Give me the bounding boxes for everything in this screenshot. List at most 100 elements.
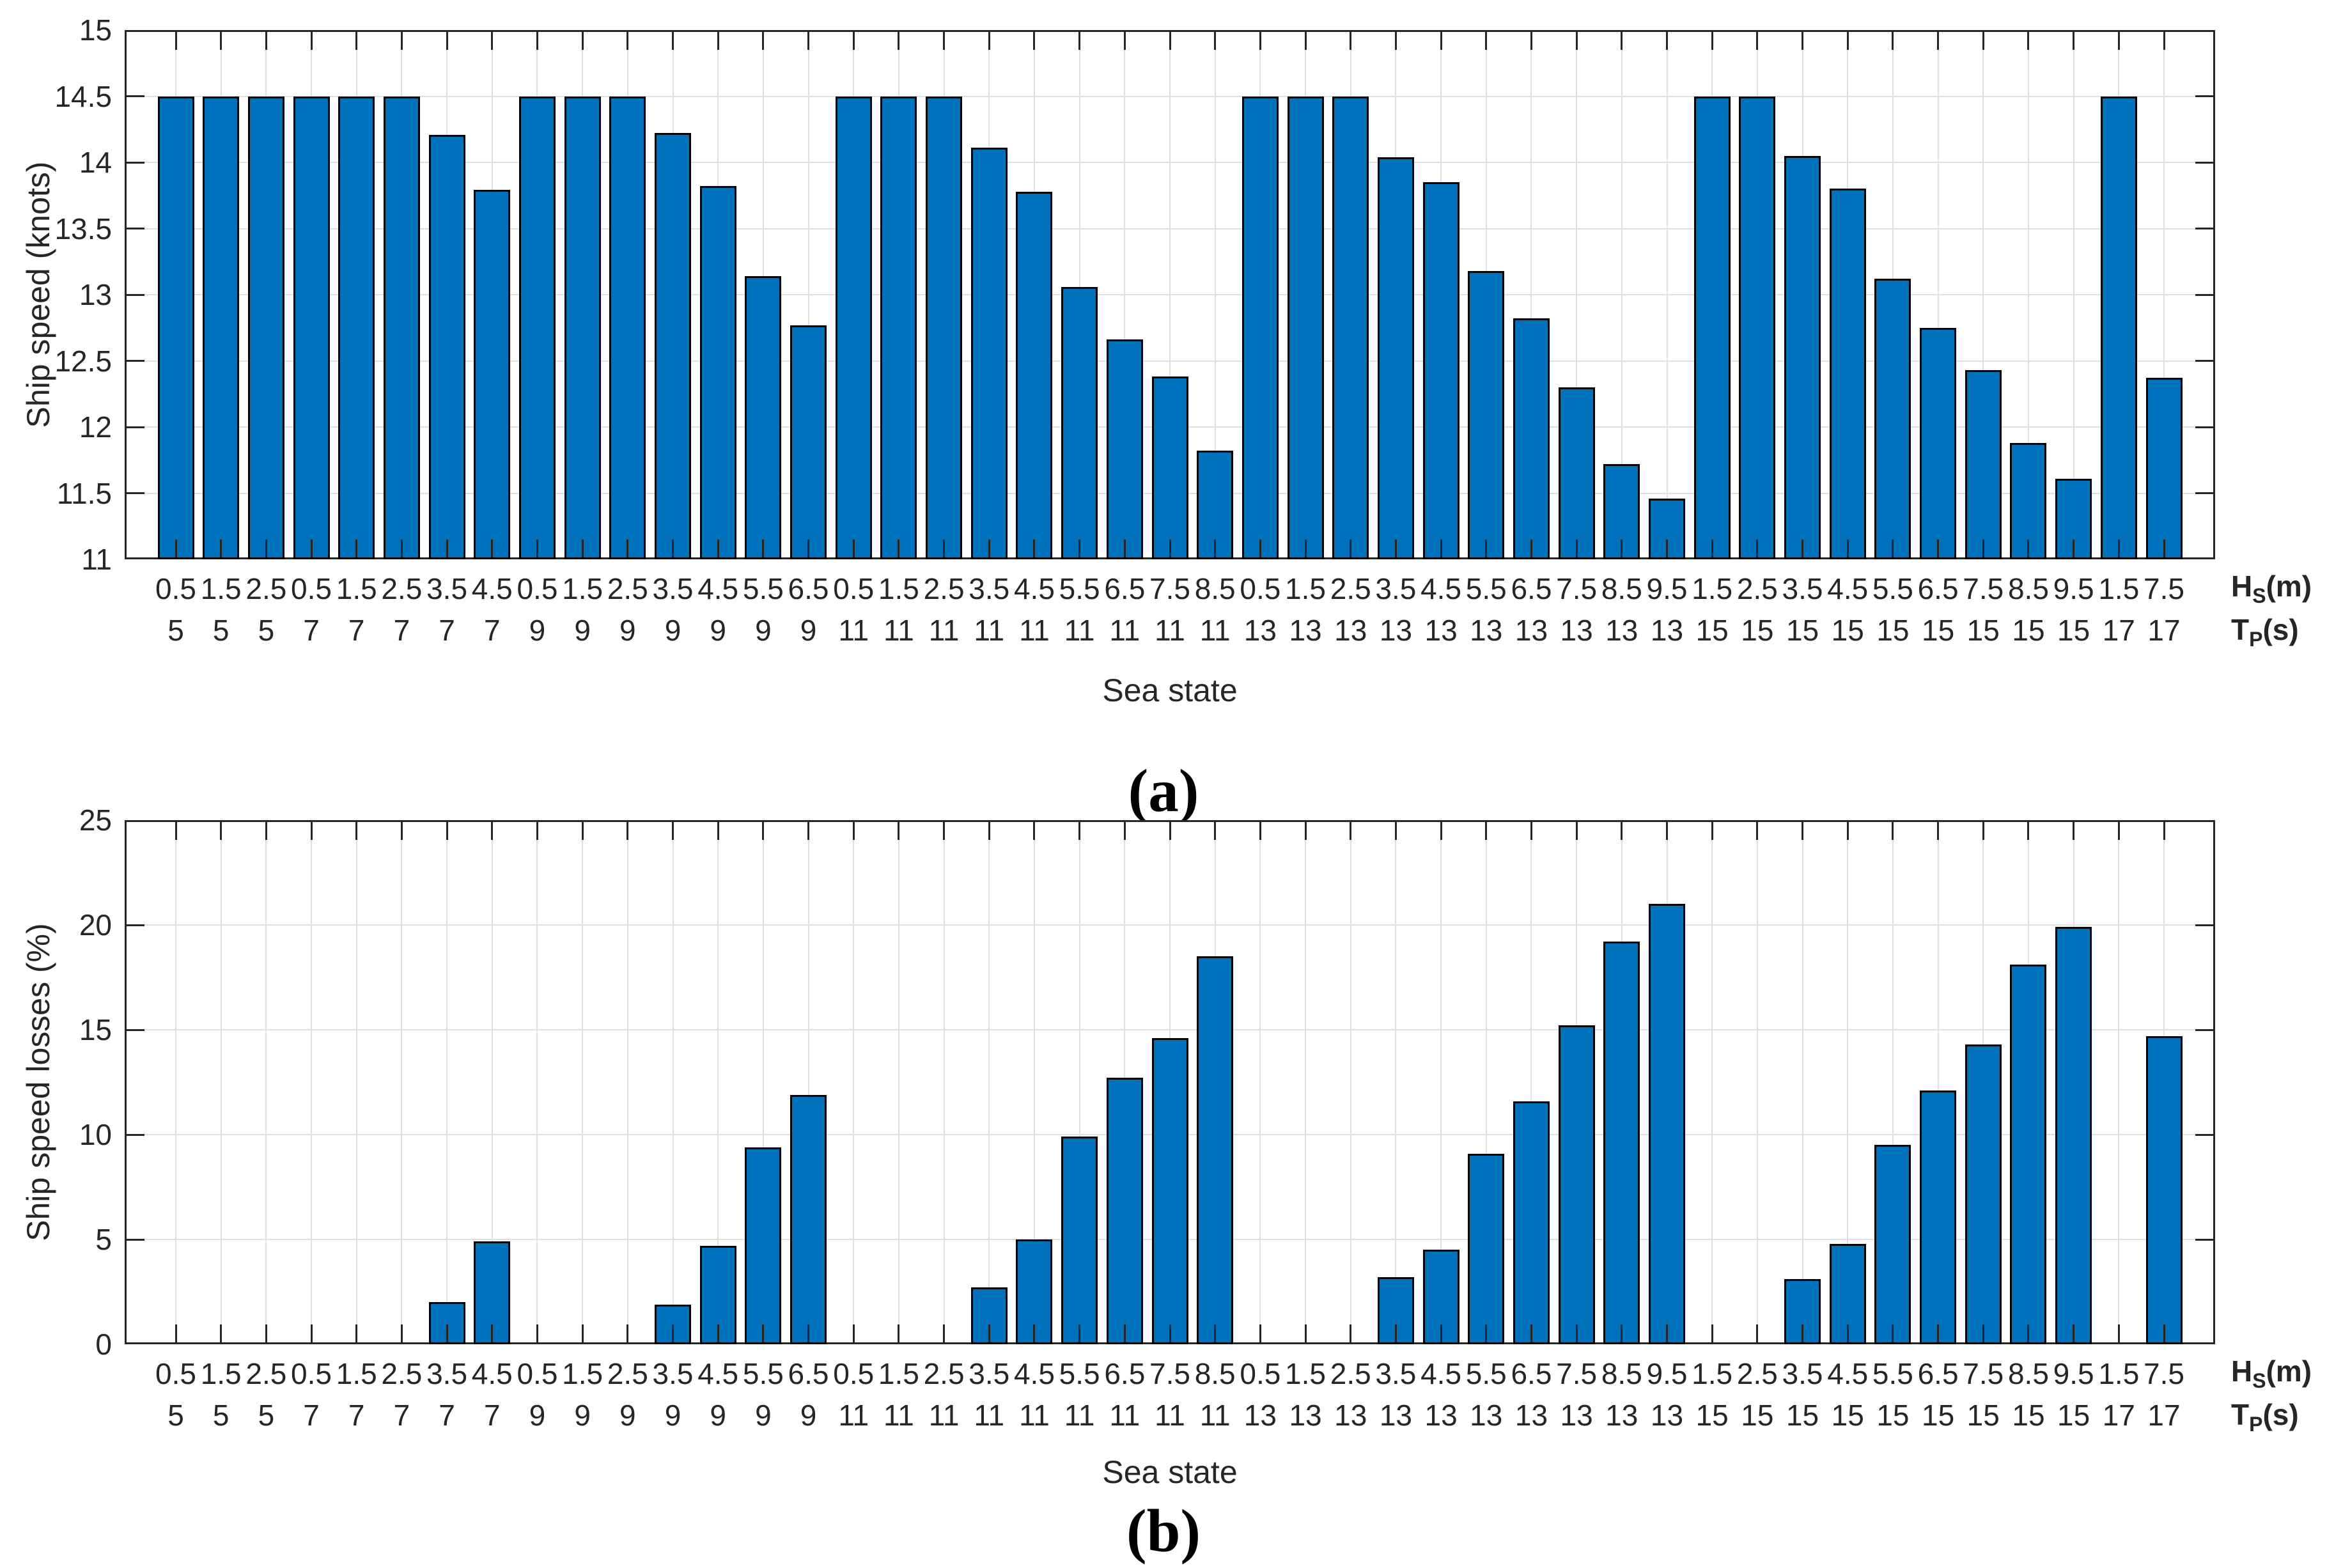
x-tick-top xyxy=(1350,32,1352,50)
x-tick-bottom xyxy=(626,1324,629,1342)
x-tick-top xyxy=(310,822,313,840)
tp-tick-label: 15 xyxy=(1966,1399,2000,1432)
x-tick-bottom xyxy=(1259,1324,1261,1342)
x-tick-top xyxy=(1982,32,1984,50)
x-tick-top xyxy=(943,32,946,50)
x-gridline xyxy=(1169,32,1171,557)
tp-tick-label: 9 xyxy=(710,614,726,647)
x-tick-top xyxy=(2163,32,2165,50)
hs-sub: S xyxy=(2252,584,2266,608)
x-gridline xyxy=(1621,32,1623,557)
x-gridline xyxy=(1711,822,1713,1342)
tp-tick-label: 17 xyxy=(2147,1399,2181,1432)
y-tick-label: 11.5 xyxy=(56,476,112,510)
hs-tick-label: 5.5 xyxy=(1465,1357,1507,1390)
bar-hs3.5-tp13 xyxy=(1377,157,1414,559)
x-tick-top xyxy=(491,32,494,50)
tp-tick-label: 13 xyxy=(1605,1399,1638,1432)
tp-tick-label: 13 xyxy=(1424,614,1458,647)
x-tick-bottom xyxy=(1666,539,1668,557)
hs-unit: (m) xyxy=(2266,1355,2312,1388)
y-tick-left xyxy=(127,426,144,428)
tp-tick-label: 11 xyxy=(928,614,960,647)
x-tick-bottom xyxy=(943,1324,946,1342)
hs-tick-label: 3.5 xyxy=(1375,1357,1417,1390)
x-tick-bottom xyxy=(1169,539,1171,557)
tp-tick-label: 13 xyxy=(1334,1399,1367,1432)
bar-hs7.5-tp15 xyxy=(1965,369,2002,559)
hs-tick-label: 2.5 xyxy=(1330,572,1371,605)
bar-hs3.5-tp9 xyxy=(655,133,691,559)
tp-tick-label: 13 xyxy=(1605,614,1638,647)
tp-tick-label: 11 xyxy=(928,1399,960,1432)
hs-tick-label: 4.5 xyxy=(697,1357,739,1390)
x-tick-bottom xyxy=(1485,539,1488,557)
tp-tick-label: 11 xyxy=(1019,614,1050,647)
x-tick-top xyxy=(2027,822,2030,840)
x-tick-bottom xyxy=(1937,1324,1940,1342)
x-tick-top xyxy=(1123,32,1126,50)
tp-tick-label: 7 xyxy=(483,614,501,647)
x-tick-top xyxy=(1169,32,1171,50)
x-gridline xyxy=(1440,822,1442,1342)
hs-tick-label: 8.5 xyxy=(2007,572,2049,605)
tp-tick-label: 15 xyxy=(1921,614,1955,647)
y-tick-label: 11 xyxy=(81,543,112,576)
x-tick-bottom xyxy=(1846,1324,1849,1342)
x-tick-bottom xyxy=(1033,1324,1036,1342)
x-tick-bottom xyxy=(1304,539,1307,557)
hs-tick-label: 0.5 xyxy=(517,1357,558,1390)
x-tick-top xyxy=(1756,32,1759,50)
x-tick-top xyxy=(1711,32,1713,50)
x-tick-top xyxy=(1214,32,1217,50)
bar-hs5.5-tp13 xyxy=(1468,1153,1505,1344)
x-gridline xyxy=(1078,822,1080,1342)
x-gridline xyxy=(1937,822,1939,1342)
x-tick-bottom xyxy=(1078,539,1081,557)
hs-tick-label: 1.5 xyxy=(562,572,603,605)
x-tick-top xyxy=(943,822,946,840)
x-gridline xyxy=(265,822,267,1342)
x-tick-bottom xyxy=(581,539,584,557)
hs-tick-label: 1.5 xyxy=(878,572,919,605)
hs-tick-label: 5.5 xyxy=(742,572,784,605)
x-gridline xyxy=(807,822,809,1342)
hs-tick-label: 9.5 xyxy=(1646,572,1688,605)
x-tick-top xyxy=(1078,32,1081,50)
x-tick-top xyxy=(672,32,674,50)
bar-hs7.5-tp17 xyxy=(2145,378,2183,559)
hs-tick-label: 7.5 xyxy=(1556,572,1598,605)
bar-hs8.5-tp13 xyxy=(1603,942,1640,1344)
x-tick-top xyxy=(852,822,855,840)
tp-tick-label: 13 xyxy=(1289,614,1322,647)
tp-tick-label: 15 xyxy=(1876,614,1910,647)
bar-hs4.5-tp11 xyxy=(1016,191,1053,559)
tp-tick-label: 11 xyxy=(1109,1399,1140,1432)
bar-hs4.5-tp11 xyxy=(1016,1239,1053,1344)
x-tick-top xyxy=(355,822,358,840)
x-gridline xyxy=(1305,822,1307,1342)
x-tick-bottom xyxy=(536,539,538,557)
x-gridline xyxy=(626,822,628,1342)
tp-tick-label: 17 xyxy=(2102,614,2135,647)
x-tick-top xyxy=(1350,822,1352,840)
y-tick-left xyxy=(127,95,144,97)
hs-tick-label: 1.5 xyxy=(336,572,377,605)
tp-base: T xyxy=(2231,613,2250,646)
hs-tick-label: 1.5 xyxy=(1285,1357,1327,1390)
x-tick-top xyxy=(852,32,855,50)
bar-hs1.5-tp7 xyxy=(338,96,375,559)
x-tick-bottom xyxy=(355,1324,358,1342)
y-tick-label: 13.5 xyxy=(54,212,112,245)
x-gridline xyxy=(1937,32,1939,557)
y-tick-right xyxy=(2195,492,2213,494)
x-tick-top xyxy=(2073,822,2075,840)
hs-tick-label: 4.5 xyxy=(1827,1357,1869,1390)
x-tick-bottom xyxy=(1078,1324,1081,1342)
hs-tick-label: 4.5 xyxy=(1420,572,1462,605)
y-tick-label: 14.5 xyxy=(54,79,112,113)
x-gridline xyxy=(401,822,403,1342)
x-tick-top xyxy=(1259,32,1261,50)
x-gridline xyxy=(1982,32,1984,557)
x-tick-top xyxy=(1169,822,1171,840)
